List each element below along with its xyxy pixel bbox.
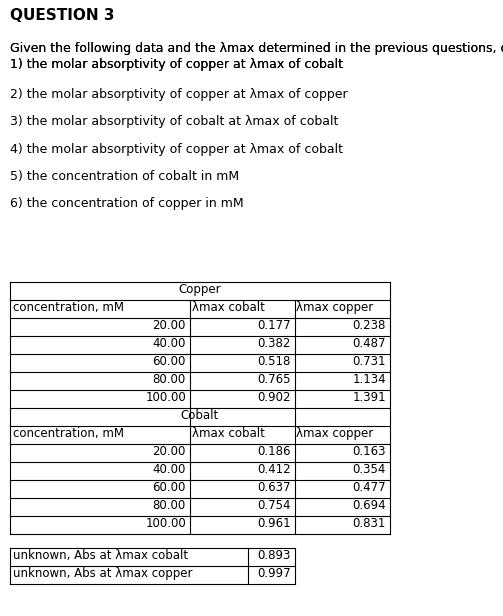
- Text: Given the following data and the λmax determined in the previous questions, dete: Given the following data and the λmax de…: [10, 42, 503, 55]
- Text: unknown, Abs at λmax cobalt: unknown, Abs at λmax cobalt: [13, 549, 188, 562]
- Text: 0.902: 0.902: [258, 391, 291, 404]
- Text: 0.831: 0.831: [353, 517, 386, 530]
- Text: λmax copper: λmax copper: [296, 301, 373, 314]
- Text: 0.637: 0.637: [258, 481, 291, 494]
- Text: 0.477: 0.477: [353, 481, 386, 494]
- Text: 100.00: 100.00: [145, 517, 186, 530]
- Text: 1.391: 1.391: [353, 391, 386, 404]
- Text: 80.00: 80.00: [153, 373, 186, 386]
- Text: 0.997: 0.997: [258, 567, 291, 580]
- Text: 0.177: 0.177: [258, 319, 291, 332]
- Text: λmax cobalt: λmax cobalt: [192, 301, 265, 314]
- Text: 1) the molar absorptivity of copper at λmax of cobalt: 1) the molar absorptivity of copper at λ…: [10, 58, 343, 71]
- Text: Cobalt: Cobalt: [181, 409, 219, 422]
- Text: 0.731: 0.731: [353, 355, 386, 368]
- Text: 0.238: 0.238: [353, 319, 386, 332]
- Text: 0.412: 0.412: [258, 463, 291, 476]
- Text: Given the following data and the λmax determined in the previous questions, dete: Given the following data and the λmax de…: [10, 42, 503, 55]
- Text: 0.354: 0.354: [353, 463, 386, 476]
- Text: 2) the molar absorptivity of copper at λmax of copper: 2) the molar absorptivity of copper at λ…: [10, 88, 348, 101]
- Text: λmax cobalt: λmax cobalt: [192, 427, 265, 440]
- Text: Copper: Copper: [179, 283, 221, 296]
- Text: 80.00: 80.00: [153, 499, 186, 512]
- Text: 0.694: 0.694: [353, 499, 386, 512]
- Text: 0.487: 0.487: [353, 337, 386, 350]
- Text: 0.961: 0.961: [258, 517, 291, 530]
- Text: 6) the concentration of copper in mM: 6) the concentration of copper in mM: [10, 197, 243, 210]
- Text: 40.00: 40.00: [152, 463, 186, 476]
- Text: 0.186: 0.186: [258, 445, 291, 458]
- Text: 60.00: 60.00: [152, 481, 186, 494]
- Text: 1) the molar absorptivity of copper at λmax of cobalt: 1) the molar absorptivity of copper at λ…: [10, 58, 343, 71]
- Text: 3) the molar absorptivity of cobalt at λmax of cobalt: 3) the molar absorptivity of cobalt at λ…: [10, 115, 339, 128]
- Text: concentration, mM: concentration, mM: [13, 427, 124, 440]
- Text: QUESTION 3: QUESTION 3: [10, 8, 115, 23]
- Text: 40.00: 40.00: [152, 337, 186, 350]
- Text: concentration, mM: concentration, mM: [13, 301, 124, 314]
- Text: 60.00: 60.00: [152, 355, 186, 368]
- Text: 0.754: 0.754: [258, 499, 291, 512]
- Text: 20.00: 20.00: [152, 445, 186, 458]
- Text: 4) the molar absorptivity of copper at λmax of cobalt: 4) the molar absorptivity of copper at λ…: [10, 143, 343, 156]
- Text: 0.893: 0.893: [258, 549, 291, 562]
- Text: unknown, Abs at λmax copper: unknown, Abs at λmax copper: [13, 567, 193, 580]
- Text: 5) the concentration of cobalt in mM: 5) the concentration of cobalt in mM: [10, 170, 239, 183]
- Text: 0.163: 0.163: [353, 445, 386, 458]
- Text: 0.765: 0.765: [258, 373, 291, 386]
- Text: λmax copper: λmax copper: [296, 427, 373, 440]
- Text: 20.00: 20.00: [152, 319, 186, 332]
- Text: 0.518: 0.518: [258, 355, 291, 368]
- Text: 100.00: 100.00: [145, 391, 186, 404]
- Text: 0.382: 0.382: [258, 337, 291, 350]
- Text: 1.134: 1.134: [353, 373, 386, 386]
